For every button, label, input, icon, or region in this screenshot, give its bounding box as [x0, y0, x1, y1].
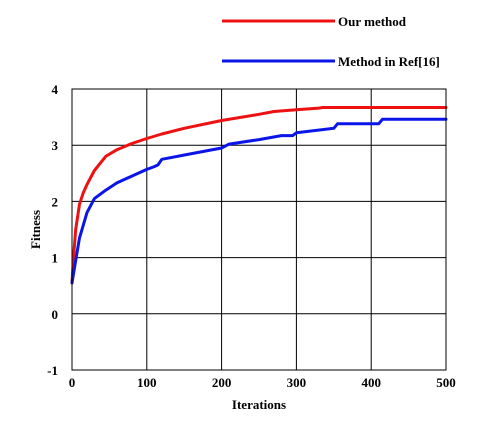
x-tick-labels: 0 100 200 300 400 500 — [69, 375, 456, 390]
x-axis-title: Iterations — [232, 397, 286, 412]
x-tick-label: 500 — [436, 375, 456, 390]
x-tick-label: 0 — [69, 375, 76, 390]
y-tick-labels: -1 0 1 2 3 4 — [47, 82, 58, 378]
plot-frame — [71, 88, 447, 371]
legend-label: Method in Ref[16] — [338, 54, 440, 69]
series-lines — [70, 106, 448, 285]
grid — [71, 88, 447, 371]
y-tick-label: 1 — [52, 251, 59, 266]
legend-label: Our method — [338, 14, 407, 29]
y-tick-label: 2 — [52, 194, 59, 209]
y-axis-title: Fitness — [28, 210, 43, 249]
y-tick-label: 4 — [52, 82, 59, 97]
x-tick-label: 100 — [137, 375, 157, 390]
x-tick-label: 400 — [361, 375, 381, 390]
y-tick-label: -1 — [47, 363, 58, 378]
x-tick-label: 300 — [287, 375, 307, 390]
series-line — [70, 106, 448, 285]
legend: Our method Method in Ref[16] — [222, 14, 440, 69]
y-tick-label: 3 — [52, 138, 59, 153]
y-tick-label: 0 — [52, 307, 59, 322]
series-line — [70, 117, 448, 285]
x-tick-label: 200 — [212, 375, 232, 390]
